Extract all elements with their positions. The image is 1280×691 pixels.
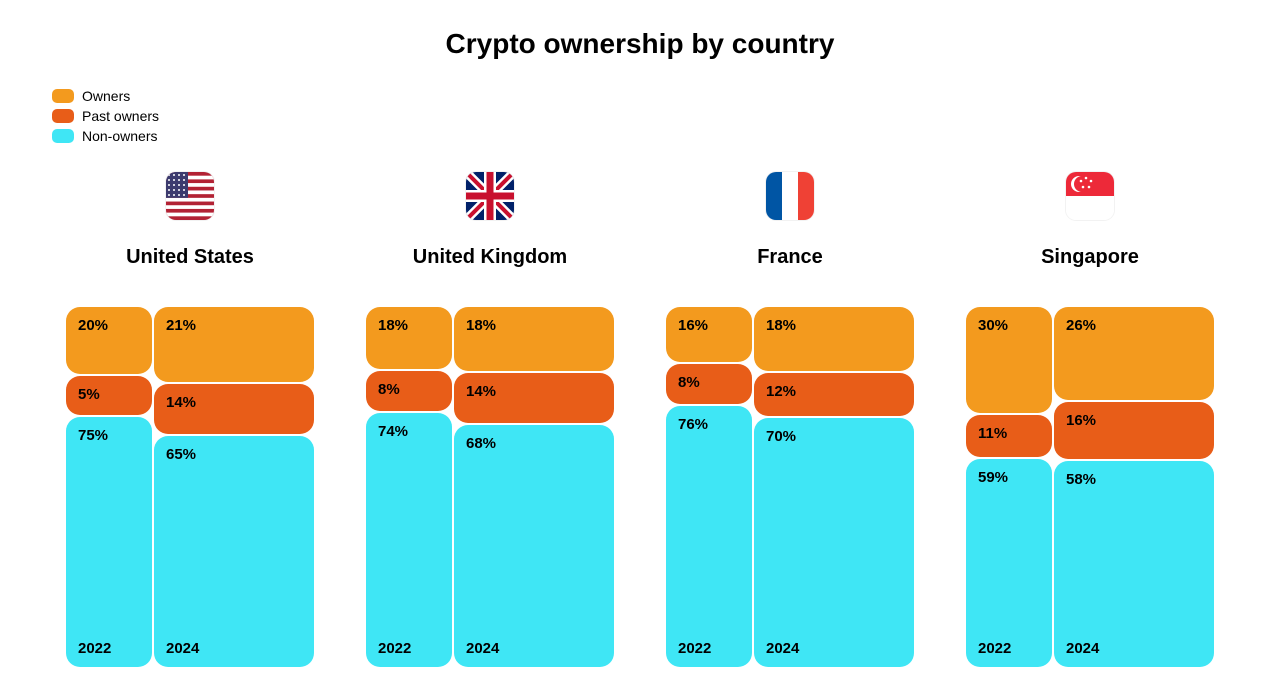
legend-swatch-non-owners bbox=[52, 129, 74, 143]
flag-icon bbox=[166, 172, 214, 220]
year-label: 2024 bbox=[466, 640, 499, 657]
stacked-chart: 20% 5% 75% 2022 21% 14% 65% 2024 bbox=[66, 307, 314, 667]
country-name: United States bbox=[126, 246, 254, 269]
legend-label: Owners bbox=[82, 86, 130, 106]
segment-non-owners: 58% 2024 bbox=[1054, 461, 1214, 667]
segment-owners: 30% bbox=[966, 307, 1052, 413]
year-column-2024: 18% 14% 68% 2024 bbox=[454, 307, 614, 667]
legend-swatch-owners bbox=[52, 89, 74, 103]
year-column-2022: 20% 5% 75% 2022 bbox=[66, 307, 152, 667]
country-block: Singapore 30% 11% 59% 2022 26% 16% 58% 2… bbox=[966, 172, 1214, 667]
legend-item-non-owners: Non-owners bbox=[52, 126, 159, 146]
segment-non-owners: 70% 2024 bbox=[754, 418, 914, 667]
legend-label: Past owners bbox=[82, 106, 159, 126]
segment-past-owners: 5% bbox=[66, 376, 152, 415]
year-column-2022: 30% 11% 59% 2022 bbox=[966, 307, 1052, 667]
year-label: 2022 bbox=[978, 640, 1011, 657]
segment-past-owners: 14% bbox=[454, 373, 614, 423]
year-column-2024: 26% 16% 58% 2024 bbox=[1054, 307, 1214, 667]
flag-icon bbox=[766, 172, 814, 220]
chart-title: Crypto ownership by country bbox=[0, 0, 1280, 60]
segment-owners: 26% bbox=[1054, 307, 1214, 400]
segment-owners: 16% bbox=[666, 307, 752, 362]
year-column-2022: 16% 8% 76% 2022 bbox=[666, 307, 752, 667]
country-name: France bbox=[757, 246, 823, 269]
segment-owners: 20% bbox=[66, 307, 152, 374]
country-block: United Kingdom 18% 8% 74% 2022 18% 14% 6… bbox=[366, 172, 614, 667]
segment-non-owners: 76% 2022 bbox=[666, 406, 752, 667]
year-label: 2024 bbox=[166, 640, 199, 657]
stacked-chart: 18% 8% 74% 2022 18% 14% 68% 2024 bbox=[366, 307, 614, 667]
legend-item-past-owners: Past owners bbox=[52, 106, 159, 126]
legend-swatch-past-owners bbox=[52, 109, 74, 123]
segment-non-owners: 59% 2022 bbox=[966, 459, 1052, 667]
segment-owners: 21% bbox=[154, 307, 314, 382]
segment-owners: 18% bbox=[754, 307, 914, 371]
segment-past-owners: 11% bbox=[966, 415, 1052, 457]
year-column-2024: 21% 14% 65% 2024 bbox=[154, 307, 314, 667]
year-label: 2024 bbox=[766, 640, 799, 657]
segment-non-owners: 74% 2022 bbox=[366, 413, 452, 667]
segment-past-owners: 8% bbox=[666, 364, 752, 404]
year-label: 2022 bbox=[78, 640, 111, 657]
segment-past-owners: 14% bbox=[154, 384, 314, 434]
segment-owners: 18% bbox=[366, 307, 452, 369]
year-label: 2022 bbox=[678, 640, 711, 657]
flag-icon bbox=[1066, 172, 1114, 220]
country-name: Singapore bbox=[1041, 246, 1139, 269]
segment-non-owners: 75% 2022 bbox=[66, 417, 152, 667]
country-block: France 16% 8% 76% 2022 18% 12% 70% 2024 bbox=[666, 172, 914, 667]
charts-row: United States 20% 5% 75% 2022 21% 14% 65… bbox=[0, 172, 1280, 667]
segment-past-owners: 16% bbox=[1054, 402, 1214, 459]
year-column-2022: 18% 8% 74% 2022 bbox=[366, 307, 452, 667]
flag-icon bbox=[466, 172, 514, 220]
segment-past-owners: 8% bbox=[366, 371, 452, 411]
stacked-chart: 16% 8% 76% 2022 18% 12% 70% 2024 bbox=[666, 307, 914, 667]
segment-non-owners: 68% 2024 bbox=[454, 425, 614, 667]
stacked-chart: 30% 11% 59% 2022 26% 16% 58% 2024 bbox=[966, 307, 1214, 667]
country-block: United States 20% 5% 75% 2022 21% 14% 65… bbox=[66, 172, 314, 667]
segment-owners: 18% bbox=[454, 307, 614, 371]
segment-past-owners: 12% bbox=[754, 373, 914, 416]
legend-label: Non-owners bbox=[82, 126, 157, 146]
year-column-2024: 18% 12% 70% 2024 bbox=[754, 307, 914, 667]
legend-item-owners: Owners bbox=[52, 86, 159, 106]
year-label: 2024 bbox=[1066, 640, 1099, 657]
country-name: United Kingdom bbox=[413, 246, 567, 269]
year-label: 2022 bbox=[378, 640, 411, 657]
legend: Owners Past owners Non-owners bbox=[52, 86, 159, 146]
segment-non-owners: 65% 2024 bbox=[154, 436, 314, 667]
